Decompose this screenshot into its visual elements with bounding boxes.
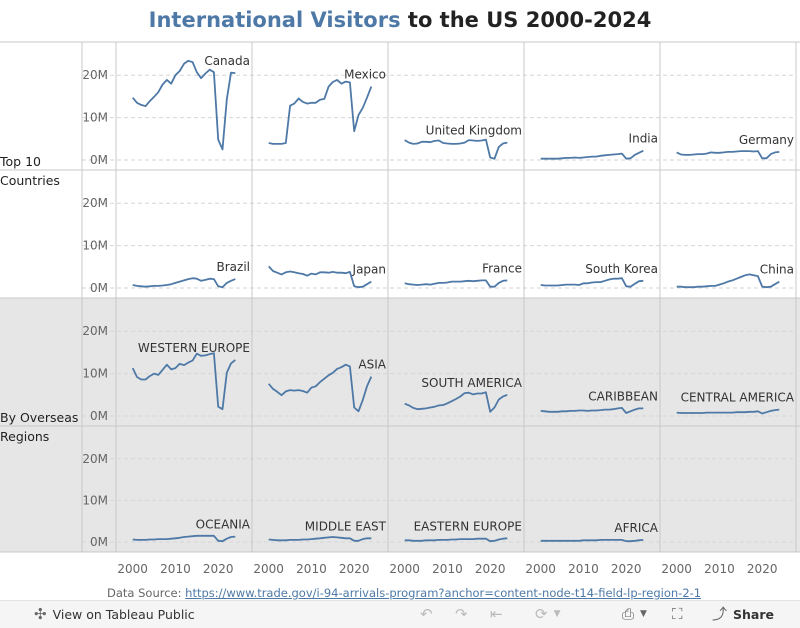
- series-line: [404, 138, 508, 160]
- y-tick-label: 0M: [90, 281, 108, 295]
- series-line: [540, 277, 644, 288]
- share-label: Share: [733, 606, 774, 622]
- x-tick-label: 2010: [568, 562, 599, 576]
- fullscreen-button[interactable]: ⛶: [672, 606, 683, 622]
- series-label: OCEANIA: [196, 518, 251, 532]
- y-tick-label: 20M: [82, 196, 108, 210]
- data-source: Data Source: https://www.trade.gov/i-94-…: [107, 586, 701, 600]
- series-line: [131, 352, 236, 411]
- revert-icon: ⇤: [490, 605, 503, 623]
- source-link[interactable]: https://www.trade.gov/i-94-arrivals-prog…: [185, 586, 702, 600]
- series-line: [676, 273, 780, 289]
- view-on-tableau-label: View on Tableau Public: [52, 606, 195, 622]
- series-label: South Korea: [585, 262, 658, 276]
- share-icon: ⤴: [712, 605, 728, 623]
- refresh-dropdown-icon: ▼: [553, 609, 561, 619]
- series-line: [268, 536, 372, 542]
- series-line: [268, 79, 373, 145]
- series-line: [132, 534, 236, 543]
- x-tick-label: 2000: [389, 562, 420, 576]
- view-on-tableau-button[interactable]: ✣ View on Tableau Public: [34, 606, 195, 622]
- y-tick-label: 20M: [82, 324, 108, 338]
- y-tick-label: 0M: [90, 535, 108, 549]
- refresh-icon: ⟳: [535, 605, 548, 623]
- x-tick-label: 2010: [704, 562, 735, 576]
- x-tick-label: 2020: [747, 562, 778, 576]
- small-multiples-chart: 0M 10M 20M 0M 10M 20M 0M 10M 20M 0M 10M 20M Canada Me…: [0, 41, 800, 576]
- refresh-button[interactable]: ⟳ ▼: [535, 606, 561, 622]
- series-label: Germany: [739, 133, 794, 147]
- x-tick-label: 2020: [611, 562, 642, 576]
- series-label: Brazil: [217, 260, 251, 274]
- series-line: [132, 59, 236, 151]
- series-line: [540, 407, 644, 414]
- series-label: China: [760, 263, 794, 277]
- series-label: Canada: [204, 54, 250, 68]
- series-line: [268, 265, 372, 289]
- redo-button[interactable]: ↷: [455, 606, 468, 622]
- series-label: MIDDLE EAST: [305, 519, 387, 533]
- series-label: CARIBBEAN: [588, 389, 658, 403]
- series-line: [540, 539, 644, 543]
- source-prefix: Data Source:: [107, 586, 186, 600]
- x-tick-label: 2010: [160, 562, 191, 576]
- title-rest: to the US 2000-2024: [400, 8, 652, 32]
- x-tick-label: 2020: [339, 562, 370, 576]
- y-tick-label: 10M: [82, 493, 108, 507]
- y-tick-label: 0M: [90, 409, 108, 423]
- overseas-band-bg: [0, 298, 800, 552]
- series-label: ASIA: [358, 358, 386, 372]
- share-button[interactable]: ⤴ Share: [712, 606, 774, 622]
- undo-icon: ↶: [420, 605, 433, 623]
- x-tick-label: 2010: [432, 562, 463, 576]
- series-label: EASTERN EUROPE: [414, 519, 522, 533]
- series-label: United Kingdom: [426, 124, 522, 138]
- y-tick-label: 10M: [82, 367, 108, 381]
- redo-icon: ↷: [455, 605, 468, 623]
- series-label: India: [629, 132, 658, 146]
- x-tick-label: 2000: [253, 562, 284, 576]
- download-icon: ⎙: [622, 605, 635, 623]
- group-label-top-countries: Top 10 Countries: [0, 154, 60, 188]
- y-tick-label: 10M: [82, 239, 108, 253]
- series-line: [404, 391, 508, 413]
- download-dropdown-icon: ▼: [640, 609, 647, 619]
- series-label: SOUTH AMERICA: [421, 376, 522, 390]
- series-label: WESTERN EUROPE: [138, 341, 250, 355]
- series-line: [132, 277, 236, 289]
- series-label: CENTRAL AMERICA: [681, 391, 795, 405]
- series-line: [268, 363, 373, 413]
- series-label: Japan: [352, 263, 386, 277]
- x-tick-label: 2000: [525, 562, 556, 576]
- tableau-logo-icon: ✣: [34, 605, 47, 623]
- series-line: [404, 279, 508, 288]
- group-label-overseas-regions: By Overseas Regions: [0, 410, 79, 444]
- y-tick-label: 0M: [90, 153, 108, 167]
- series-line: [540, 149, 644, 160]
- x-tick-label: 2000: [661, 562, 692, 576]
- y-tick-label: 10M: [82, 111, 108, 125]
- download-button[interactable]: ⎙ ▼: [622, 606, 647, 622]
- y-tick-label: 20M: [82, 68, 108, 82]
- fullscreen-icon: ⛶: [672, 605, 683, 623]
- undo-button[interactable]: ↶: [420, 606, 433, 622]
- series-line: [676, 408, 780, 415]
- x-tick-label: 2010: [296, 562, 327, 576]
- series-line: [676, 150, 780, 160]
- chart-title: International Visitors to the US 2000-20…: [0, 8, 800, 32]
- tableau-toolbar: ✣ View on Tableau Public ↶ ↷ ⇤ ⟳ ▼ ⎙ ▼ ⛶ ⤴…: [0, 600, 800, 628]
- series-label: AFRICA: [614, 521, 658, 535]
- series-line: [404, 537, 508, 543]
- x-tick-label: 2020: [475, 562, 506, 576]
- revert-button[interactable]: ⇤: [490, 606, 503, 622]
- title-accent: International Visitors: [148, 8, 401, 32]
- x-tick-label: 2000: [117, 562, 148, 576]
- series-label: France: [482, 261, 522, 275]
- y-tick-label: 20M: [82, 452, 108, 466]
- series-label: Mexico: [344, 68, 386, 82]
- x-tick-label: 2020: [203, 562, 234, 576]
